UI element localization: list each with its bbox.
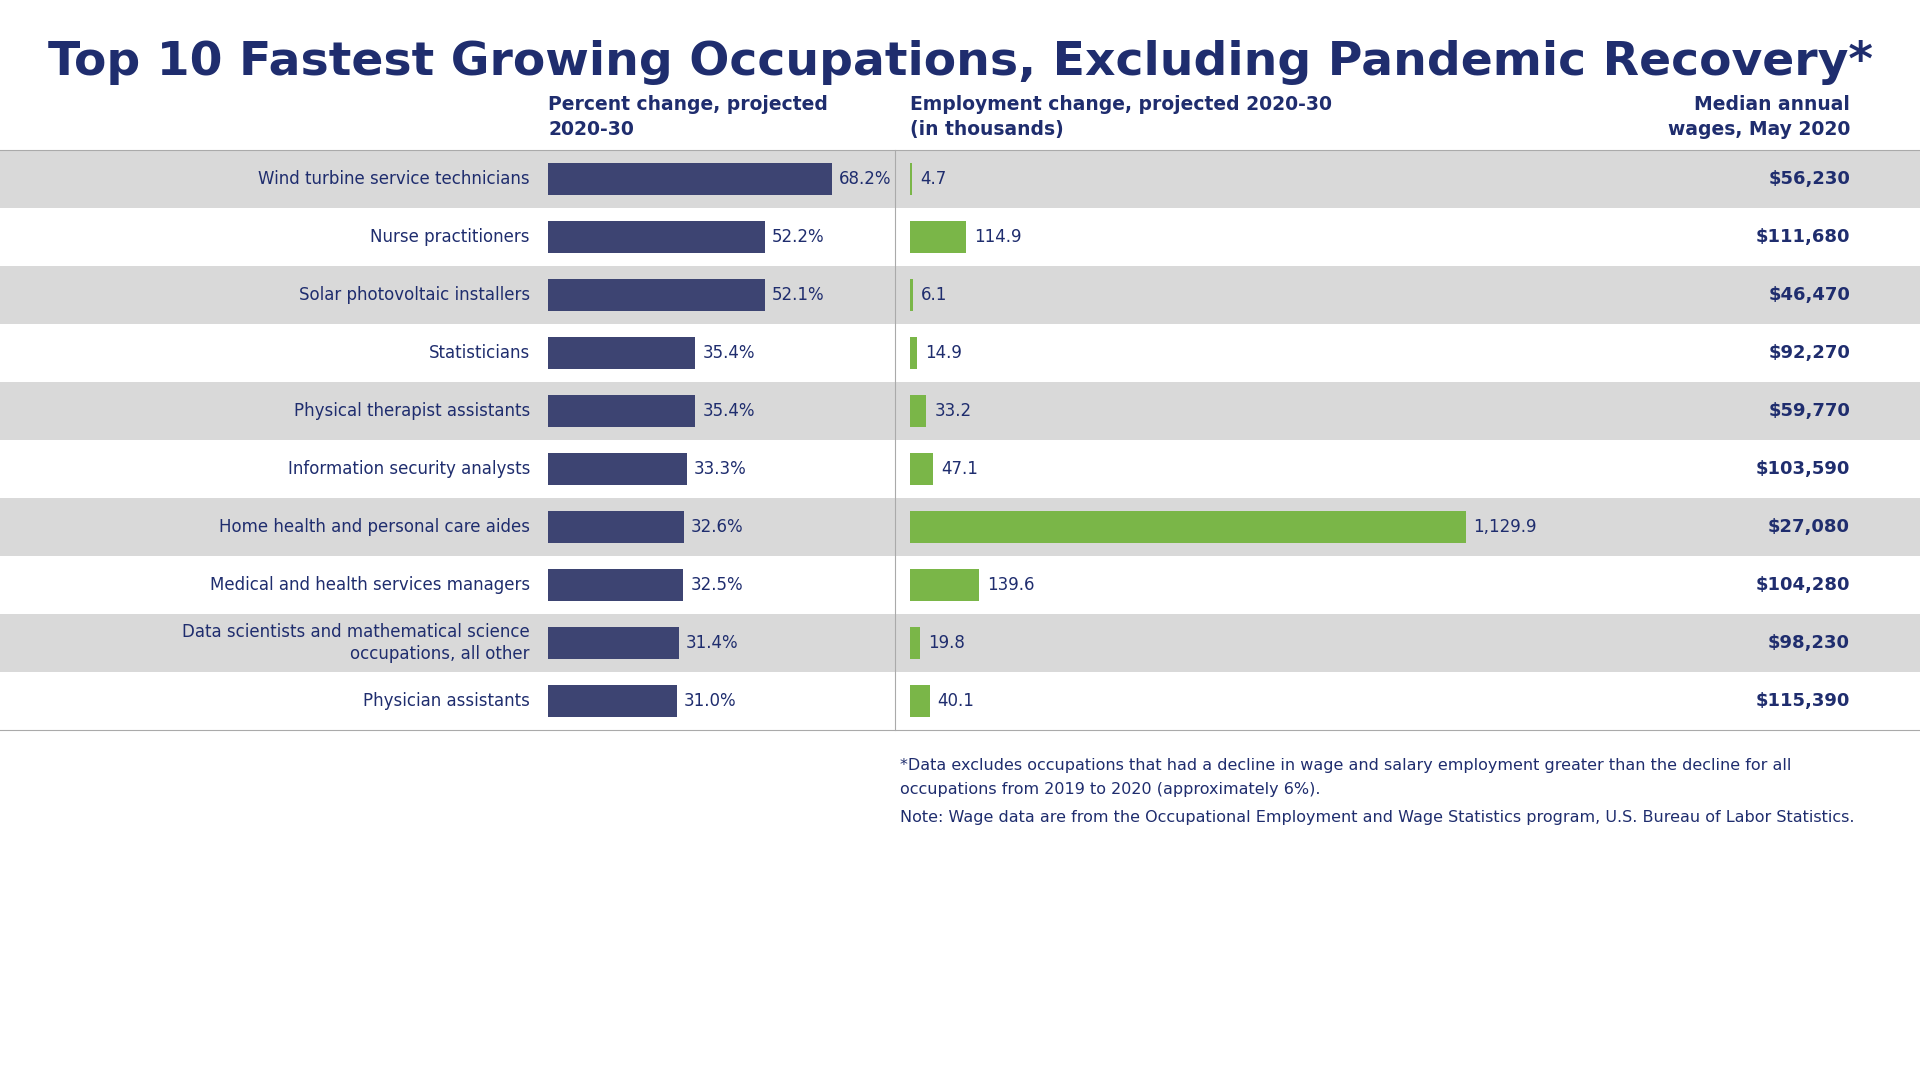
- Text: 33.2: 33.2: [935, 402, 972, 420]
- Text: Data scientists and mathematical science
occupations, all other: Data scientists and mathematical science…: [182, 623, 530, 663]
- Bar: [910, 685, 929, 717]
- Bar: [910, 337, 918, 369]
- Text: $59,770: $59,770: [1768, 402, 1851, 420]
- Text: Medical and health services managers: Medical and health services managers: [209, 576, 530, 594]
- Text: Physical therapist assistants: Physical therapist assistants: [294, 402, 530, 420]
- Text: Top 10 Fastest Growing Occupations, Excluding Pandemic Recovery*: Top 10 Fastest Growing Occupations, Excl…: [48, 40, 1872, 85]
- Text: Median annual
wages, May 2020: Median annual wages, May 2020: [1668, 95, 1851, 139]
- Text: Wind turbine service technicians: Wind turbine service technicians: [259, 170, 530, 188]
- Text: 52.2%: 52.2%: [772, 228, 826, 246]
- Text: $46,470: $46,470: [1768, 286, 1851, 303]
- Bar: [547, 569, 684, 600]
- Text: Note: Wage data are from the Occupational Employment and Wage Statistics program: Note: Wage data are from the Occupationa…: [900, 810, 1855, 825]
- Bar: [547, 221, 766, 253]
- Text: Physician assistants: Physician assistants: [363, 692, 530, 710]
- Text: 19.8: 19.8: [927, 634, 964, 652]
- Text: 139.6: 139.6: [987, 576, 1035, 594]
- Text: occupations from 2019 to 2020 (approximately 6%).: occupations from 2019 to 2020 (approxima…: [900, 782, 1321, 797]
- Bar: [547, 453, 687, 485]
- Bar: [547, 163, 831, 195]
- Text: 35.4%: 35.4%: [703, 345, 755, 362]
- Text: 32.6%: 32.6%: [691, 518, 743, 536]
- Text: 114.9: 114.9: [975, 228, 1021, 246]
- Bar: [910, 279, 914, 311]
- Text: *Data excludes occupations that had a decline in wage and salary employment grea: *Data excludes occupations that had a de…: [900, 758, 1791, 773]
- Text: $104,280: $104,280: [1755, 576, 1851, 594]
- Text: 6.1: 6.1: [922, 286, 947, 303]
- Text: Home health and personal care aides: Home health and personal care aides: [219, 518, 530, 536]
- Text: 40.1: 40.1: [937, 692, 975, 710]
- Bar: [547, 627, 678, 659]
- Bar: [0, 266, 1920, 324]
- Bar: [0, 150, 1920, 208]
- Text: Percent change, projected
2020-30: Percent change, projected 2020-30: [547, 95, 828, 139]
- Text: $56,230: $56,230: [1768, 170, 1851, 188]
- Bar: [0, 615, 1920, 672]
- Bar: [0, 498, 1920, 556]
- Text: $98,230: $98,230: [1768, 634, 1851, 652]
- Text: $27,080: $27,080: [1768, 518, 1851, 536]
- Bar: [910, 627, 920, 659]
- Text: $111,680: $111,680: [1755, 228, 1851, 246]
- Text: $115,390: $115,390: [1755, 692, 1851, 710]
- Bar: [0, 672, 1920, 730]
- Bar: [547, 279, 764, 311]
- Bar: [910, 395, 925, 427]
- Text: $92,270: $92,270: [1768, 345, 1851, 362]
- Text: Solar photovoltaic installers: Solar photovoltaic installers: [300, 286, 530, 303]
- Text: 1,129.9: 1,129.9: [1473, 518, 1538, 536]
- Text: 35.4%: 35.4%: [703, 402, 755, 420]
- Text: 68.2%: 68.2%: [839, 170, 891, 188]
- Text: 4.7: 4.7: [920, 170, 947, 188]
- Text: Information security analysts: Information security analysts: [288, 460, 530, 478]
- Bar: [910, 453, 933, 485]
- Text: 33.3%: 33.3%: [693, 460, 747, 478]
- Text: Statisticians: Statisticians: [428, 345, 530, 362]
- Bar: [0, 556, 1920, 615]
- Text: Nurse practitioners: Nurse practitioners: [371, 228, 530, 246]
- Bar: [910, 163, 912, 195]
- Bar: [0, 324, 1920, 382]
- Bar: [910, 511, 1465, 543]
- Text: 47.1: 47.1: [941, 460, 977, 478]
- Bar: [0, 440, 1920, 498]
- Text: 31.4%: 31.4%: [685, 634, 739, 652]
- Bar: [547, 685, 678, 717]
- Bar: [910, 569, 979, 600]
- Bar: [547, 337, 695, 369]
- Text: Employment change, projected 2020-30
(in thousands): Employment change, projected 2020-30 (in…: [910, 95, 1332, 139]
- Text: 31.0%: 31.0%: [684, 692, 737, 710]
- Bar: [0, 382, 1920, 440]
- Text: 14.9: 14.9: [925, 345, 962, 362]
- Bar: [547, 395, 695, 427]
- Text: 32.5%: 32.5%: [689, 576, 743, 594]
- Bar: [547, 511, 684, 543]
- Text: $103,590: $103,590: [1755, 460, 1851, 478]
- Text: 52.1%: 52.1%: [772, 286, 824, 303]
- Bar: [910, 221, 966, 253]
- Bar: [0, 208, 1920, 266]
